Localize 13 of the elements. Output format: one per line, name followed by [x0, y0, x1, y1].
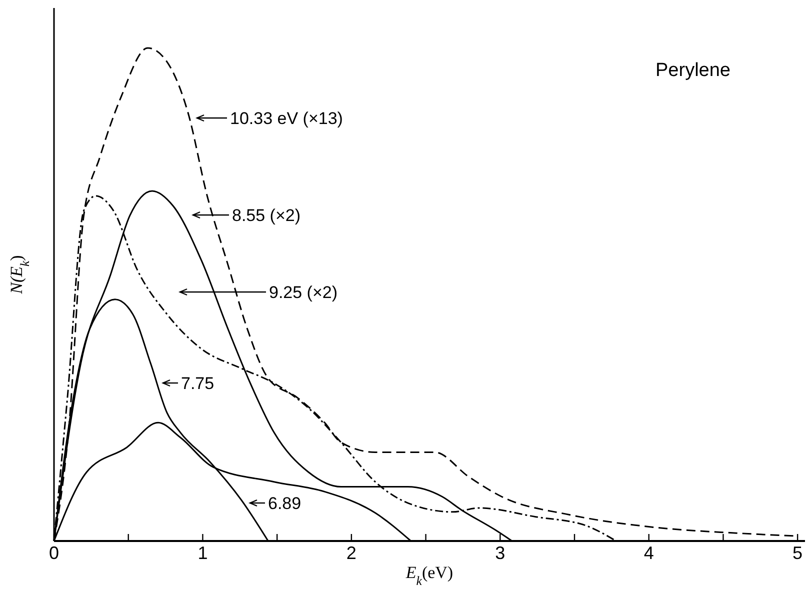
x-axis-title: E$_{k}$(eV) [404, 563, 454, 588]
x-tick-label: 3 [495, 543, 506, 563]
text: Perylene [656, 60, 730, 81]
annotation: 9.25 (×2) [269, 282, 338, 302]
annotation: 8.55 (×2) [232, 206, 301, 225]
x-tick-label: 4 [644, 543, 654, 563]
annotation: 6.89 [268, 494, 302, 513]
x-tick-label: 2 [346, 543, 356, 563]
annotation: 7.75 [181, 374, 214, 393]
x-tick-label: 0 [48, 543, 60, 563]
x-tick-label: 1 [198, 543, 208, 563]
annotation: 10.33 eV (×13) [230, 108, 343, 128]
x-tick-label: 5 [792, 543, 803, 563]
